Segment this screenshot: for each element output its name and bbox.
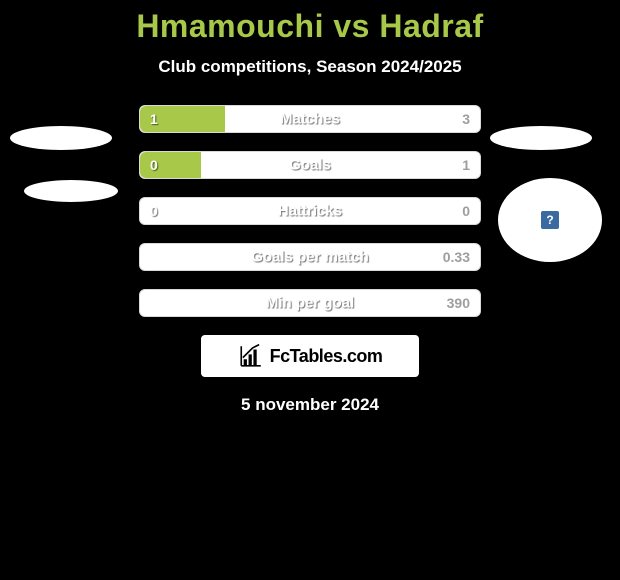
stat-label: Matches [140,111,480,128]
brand-box[interactable]: FcTables.com [201,335,419,377]
stat-label: Hattricks [140,203,480,220]
stat-right-value: 0 [462,203,470,219]
stat-row: 0Goals1 [139,151,481,179]
stat-right-value: 1 [462,157,470,173]
stats-bars: 1Matches30Goals10Hattricks0Goals per mat… [139,105,481,317]
stat-label: Goals [140,157,480,174]
stat-right-value: 390 [447,295,470,311]
left-ellipse-2 [24,180,118,202]
right-ellipse-1 [490,126,592,150]
stat-row: Goals per match0.33 [139,243,481,271]
left-ellipse-1 [10,126,112,150]
right-avatar-circle: ? [498,178,602,262]
brand-text: FcTables.com [270,346,383,367]
subtitle: Club competitions, Season 2024/2025 [0,57,620,77]
question-icon: ? [541,211,559,229]
stat-right-value: 0.33 [443,249,470,265]
stat-row: 0Hattricks0 [139,197,481,225]
content-area: ? 1Matches30Goals10Hattricks0Goals per m… [0,105,620,415]
stat-row: 1Matches3 [139,105,481,133]
date-text: 5 november 2024 [0,395,620,415]
stat-label: Goals per match [140,249,480,266]
stat-label: Min per goal [140,295,480,312]
stat-right-value: 3 [462,111,470,127]
bar-chart-icon [238,343,264,369]
stat-row: Min per goal390 [139,289,481,317]
page-title: Hmamouchi vs Hadraf [0,0,620,45]
title-text: Hmamouchi vs Hadraf [136,8,483,44]
